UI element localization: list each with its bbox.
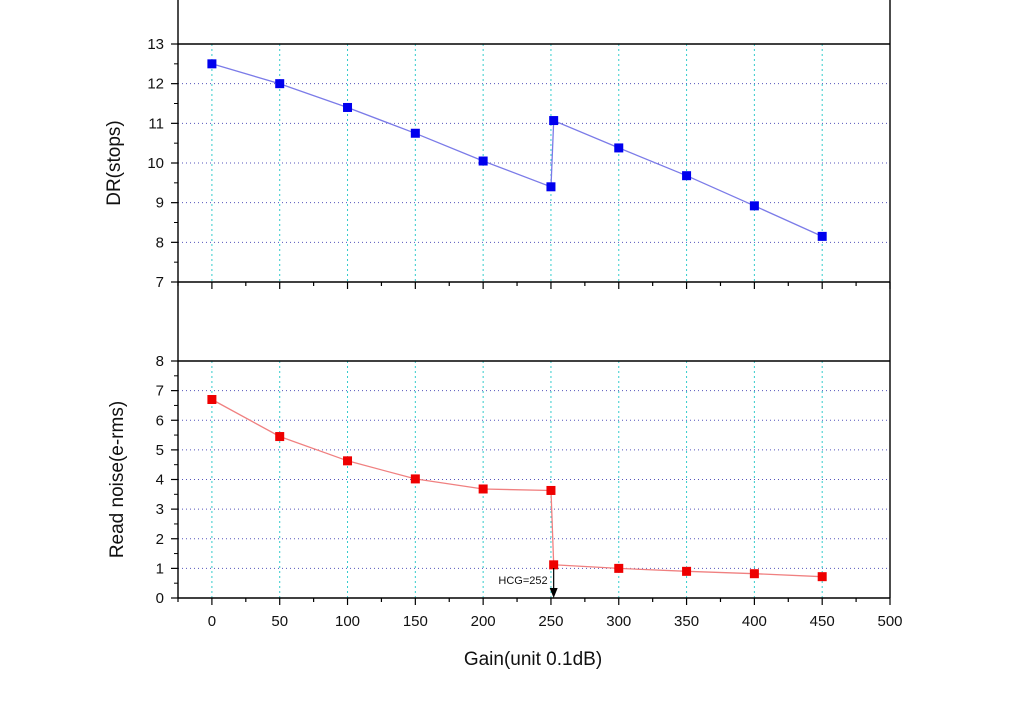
- data-point: [749, 201, 759, 211]
- annotation-arrow-head: [549, 588, 558, 598]
- data-point: [682, 566, 692, 576]
- data-point: [614, 143, 624, 153]
- y-tick-label: 13: [147, 36, 164, 53]
- y-tick-label: 5: [156, 442, 164, 459]
- y-tick-label: 3: [156, 501, 164, 518]
- x-tick-label: 500: [877, 613, 902, 630]
- data-point: [207, 395, 217, 405]
- data-point: [549, 116, 559, 126]
- y-tick-label: 6: [156, 412, 164, 429]
- data-point: [275, 432, 285, 442]
- data-point: [817, 231, 827, 241]
- data-point: [343, 456, 353, 466]
- data-point: [478, 484, 488, 494]
- y-tick-label: 7: [156, 383, 164, 400]
- y-tick-label: 8: [156, 234, 164, 251]
- data-point: [546, 182, 556, 192]
- series-line: [211, 63, 823, 237]
- y-tick-label: 7: [156, 274, 164, 291]
- x-tick-label: 50: [271, 613, 288, 630]
- x-tick-label: 100: [335, 613, 360, 630]
- y-tick-label: 0: [156, 590, 164, 607]
- y-tick-label: 2: [156, 531, 164, 548]
- x-axis-label: Gain(unit 0.1dB): [464, 649, 602, 670]
- data-point: [682, 171, 692, 181]
- x-tick-label: 150: [403, 613, 428, 630]
- data-point: [410, 474, 420, 484]
- data-point: [614, 563, 624, 573]
- annotation-label: HCG=252: [498, 575, 547, 587]
- data-point: [275, 79, 285, 89]
- y-axis-label: DR(stops): [104, 120, 125, 206]
- x-tick-label: 300: [606, 613, 631, 630]
- data-point: [817, 572, 827, 582]
- x-tick-label: 350: [674, 613, 699, 630]
- data-point: [749, 569, 759, 579]
- data-point: [549, 560, 559, 570]
- y-tick-label: 11: [148, 115, 164, 132]
- y-tick-label: 9: [156, 195, 164, 212]
- y-tick-label: 8: [156, 353, 164, 370]
- x-tick-label: 450: [810, 613, 835, 630]
- series-line: [211, 398, 823, 578]
- data-point: [410, 128, 420, 138]
- y-axis-label: Read noise(e-rms): [107, 401, 128, 558]
- data-point: [478, 156, 488, 166]
- x-tick-label: 0: [208, 613, 216, 630]
- data-point: [546, 485, 556, 495]
- x-tick-label: 250: [538, 613, 563, 630]
- y-tick-label: 4: [156, 472, 164, 489]
- data-point: [207, 59, 217, 69]
- data-point: [343, 102, 353, 112]
- y-tick-label: 12: [147, 76, 164, 93]
- x-tick-label: 200: [471, 613, 496, 630]
- x-tick-label: 400: [742, 613, 767, 630]
- y-tick-label: 10: [147, 155, 164, 172]
- y-tick-label: 1: [156, 560, 164, 577]
